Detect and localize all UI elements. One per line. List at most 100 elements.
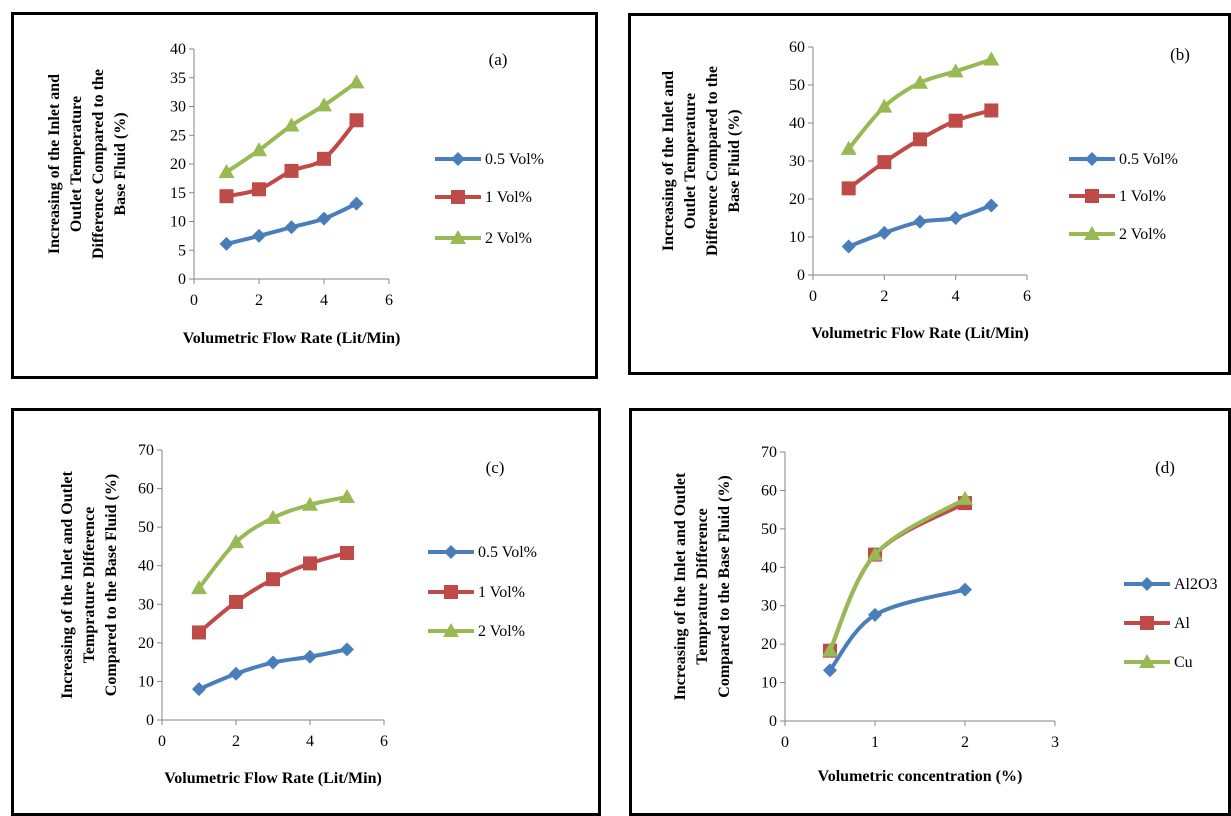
- chart-panel-d: 0 10 20 30 40 50 60 70 0 1 2 3 Volumetric concentrat…: [629, 408, 1231, 816]
- legend-entry: Al: [1124, 615, 1191, 632]
- data-point: [822, 642, 838, 657]
- series-1-vol-: [219, 113, 364, 204]
- chart-c: 0 10 20 30 40 50 60 70 0 2 4 6 Volumetric Flow Rate …: [59, 442, 537, 787]
- series-1-vol-: [192, 545, 354, 640]
- legend-label: 0.5 Vol%: [485, 151, 544, 168]
- y-axis-title-line: Base Fluid (%): [726, 109, 743, 212]
- x-tick-label: 2: [961, 734, 969, 751]
- x-tick-label: 4: [306, 733, 314, 750]
- y-axis-title-line: Difference Compared to the: [90, 69, 107, 259]
- data-point: [339, 489, 355, 504]
- data-point: [251, 142, 267, 157]
- data-point: [984, 103, 999, 118]
- y-tick-label: 0: [797, 267, 805, 284]
- chart-a: 0 5 10 15 20 25 30 35 40 0 2 4 6 Volumetric Flow Rate…: [46, 41, 544, 347]
- y-tick-label: 20: [789, 191, 805, 208]
- data-point: [841, 181, 856, 196]
- data-point: [302, 496, 318, 511]
- x-tick-label: 2: [255, 292, 263, 309]
- data-point: [284, 163, 299, 178]
- chart-d: 0 10 20 30 40 50 60 70 0 1 2 3 Volumetric concentrat…: [672, 444, 1218, 785]
- data-point: [219, 189, 234, 204]
- legend-marker: [1140, 577, 1154, 591]
- data-point: [317, 211, 331, 226]
- legend-entry: 2 Vol%: [1069, 226, 1166, 243]
- series-1-vol-: [841, 103, 999, 196]
- series-al: [823, 496, 972, 658]
- x-axis-title: Volumetric Flow Rate (Lit/Min): [811, 325, 1029, 342]
- y-axis-title-line: Compared to the Base Fluid (%): [716, 475, 733, 697]
- data-point: [948, 113, 963, 128]
- x-tick-label: 0: [158, 733, 166, 750]
- series-al2o3: [823, 582, 972, 678]
- y-tick-label: 0: [769, 713, 777, 730]
- y-tick-label: 10: [789, 229, 805, 246]
- y-tick-label: 30: [761, 598, 777, 615]
- y-tick-label: 10: [170, 214, 186, 231]
- y-tick-label: 5: [178, 242, 186, 259]
- data-point: [228, 534, 244, 549]
- data-point: [265, 509, 281, 524]
- legend-entry: 0.5 Vol%: [435, 151, 544, 168]
- y-axis-title-line: Base Fluid (%): [112, 112, 129, 215]
- y-tick-label: 30: [138, 596, 154, 613]
- data-point: [284, 220, 299, 235]
- legend-marker: [444, 585, 458, 599]
- series-0-5-vol-: [219, 196, 364, 251]
- y-axis-title-line: Outlet Temperature: [682, 93, 699, 229]
- data-point: [867, 546, 883, 561]
- data-point: [266, 655, 280, 670]
- x-tick-label: 0: [781, 734, 789, 751]
- y-tick-label: 50: [138, 519, 154, 536]
- legend-marker: [1085, 189, 1099, 203]
- series-0-5-vol-: [841, 198, 999, 254]
- data-point: [191, 580, 207, 595]
- data-point: [303, 556, 317, 571]
- data-point: [348, 74, 365, 89]
- data-point: [876, 98, 893, 113]
- y-tick-label: 60: [761, 482, 777, 499]
- data-point: [340, 545, 354, 560]
- panel-annotation: (b): [1170, 45, 1190, 64]
- y-axis-title-line: Temprature Difference: [694, 508, 711, 665]
- series-2-vol-: [840, 51, 1000, 155]
- legend-entry: 2 Vol%: [428, 623, 525, 640]
- x-tick-label: 1: [871, 734, 879, 751]
- y-tick-label: 0: [146, 712, 154, 729]
- y-axis-title-line: Difference Compared to the: [704, 66, 721, 256]
- data-point: [192, 682, 206, 697]
- y-tick-label: 70: [138, 442, 154, 459]
- panel-annotation: (d): [1155, 458, 1175, 477]
- x-tick-label: 4: [320, 292, 328, 309]
- legend-marker: [1085, 152, 1099, 166]
- data-point: [877, 155, 892, 170]
- y-tick-label: 60: [138, 481, 154, 498]
- legend-entry: 1 Vol%: [428, 584, 525, 601]
- panel-annotation: (a): [489, 50, 508, 69]
- y-tick-label: 60: [789, 39, 805, 56]
- data-point: [192, 625, 206, 640]
- legend-marker: [444, 545, 458, 559]
- legend-label: 2 Vol%: [485, 230, 532, 247]
- y-tick-label: 20: [761, 636, 777, 653]
- series-cu: [822, 490, 973, 657]
- y-axis-title-line: Increasing of the Inlet and Outlet: [59, 470, 76, 698]
- data-point: [349, 113, 364, 128]
- legend-entry: 0.5 Vol%: [1069, 151, 1178, 168]
- legend-label: 1 Vol%: [485, 189, 532, 206]
- y-tick-label: 40: [170, 41, 186, 58]
- data-point: [317, 151, 331, 166]
- y-tick-label: 25: [170, 127, 186, 144]
- y-axis-title-line: Outlet Temperature: [68, 96, 85, 232]
- x-tick-label: 6: [1023, 288, 1031, 305]
- legend-entry: 1 Vol%: [435, 189, 532, 206]
- legend-marker: [451, 152, 465, 166]
- y-axis-title-line: Compared to the Base Fluid (%): [103, 474, 120, 696]
- y-tick-label: 50: [789, 77, 805, 94]
- y-tick-label: 40: [789, 115, 805, 132]
- y-tick-label: 20: [170, 156, 186, 173]
- x-tick-label: 4: [952, 288, 960, 305]
- data-point: [283, 117, 300, 132]
- legend-entry: 1 Vol%: [1069, 188, 1166, 205]
- data-point: [868, 607, 882, 622]
